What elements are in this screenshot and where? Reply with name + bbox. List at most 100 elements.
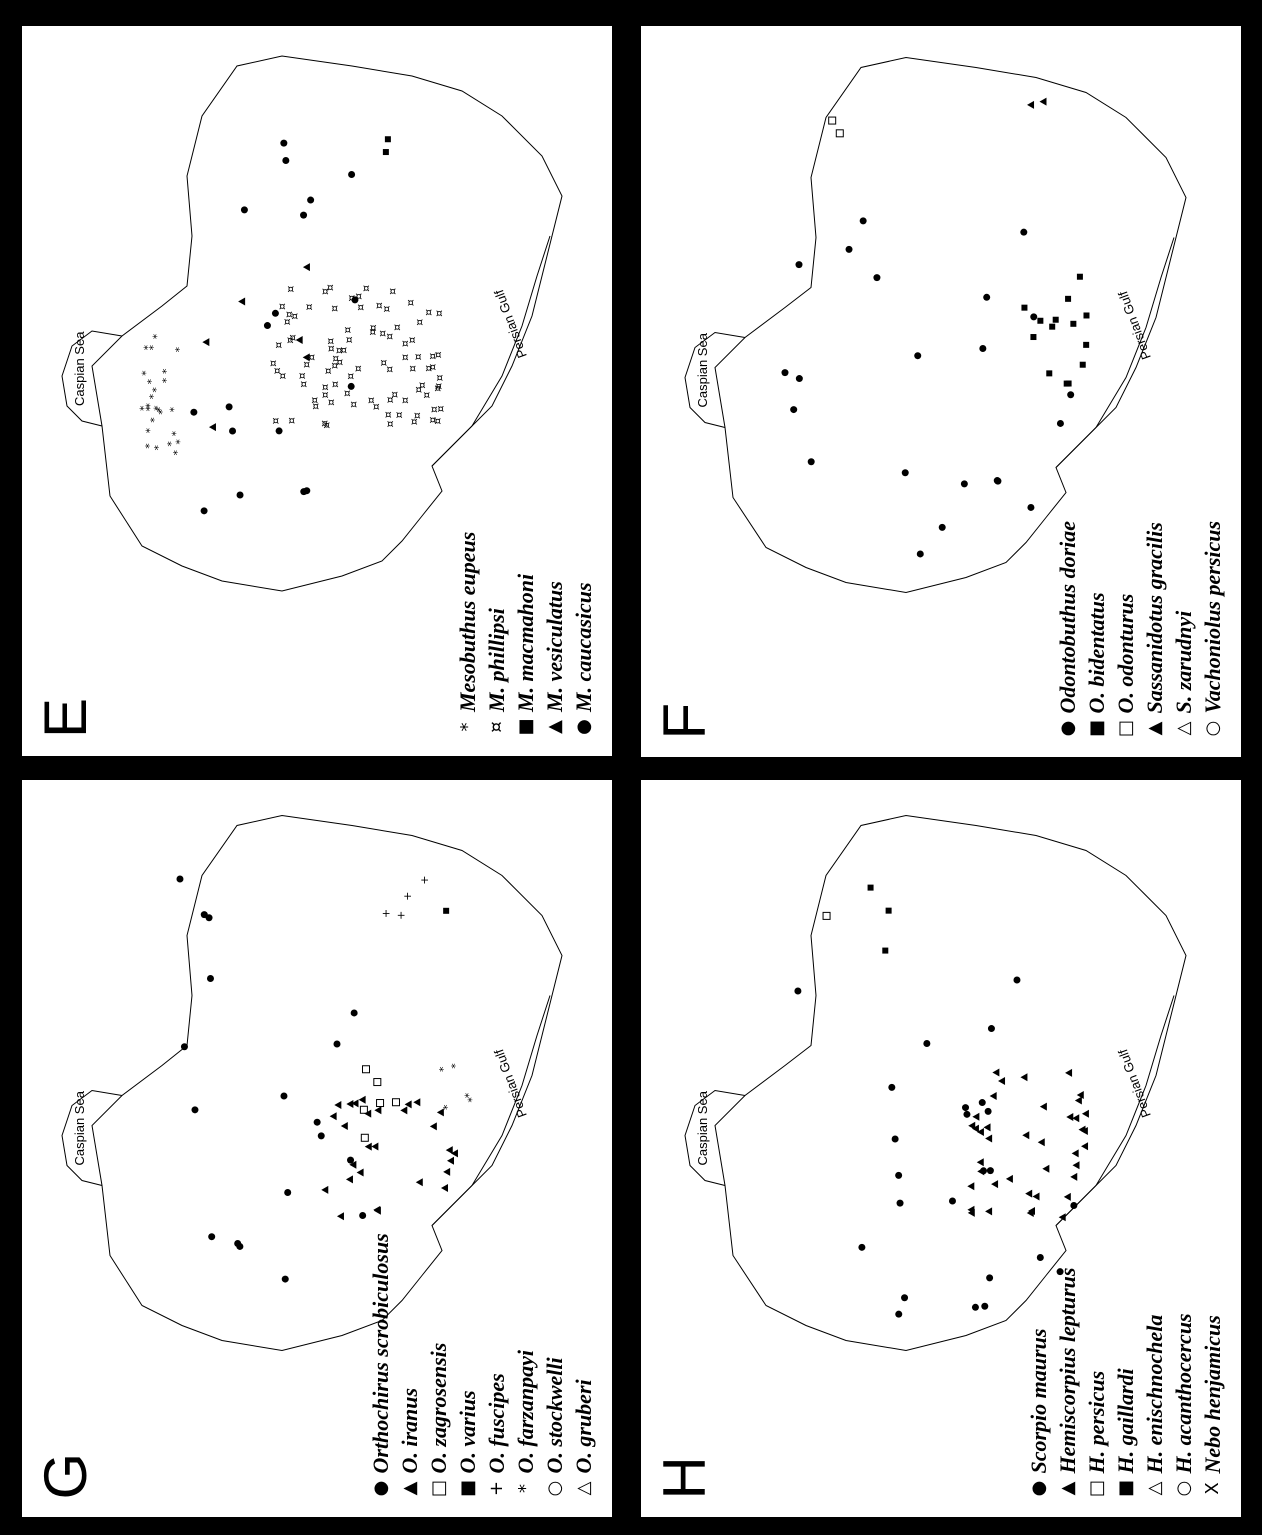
occurrence-marker: [307, 196, 315, 204]
occurrence-marker: ¤: [391, 324, 404, 331]
occurrence-marker: [1025, 1189, 1033, 1198]
species-name: Orthochirus scrobiculosus: [367, 1232, 393, 1473]
occurrence-marker: ¤: [412, 353, 425, 360]
occurrence-marker: [441, 1183, 449, 1192]
occurrence-marker: [234, 1239, 242, 1247]
occurrence-marker: [334, 1100, 342, 1109]
species-name: O. iranus: [396, 1387, 422, 1473]
occurrence-marker: [984, 1107, 992, 1115]
occurrence-marker: [373, 1205, 381, 1214]
occurrence-marker: *: [463, 1092, 476, 1098]
occurrence-marker: ¤: [388, 391, 401, 398]
legend-item: ■ H. gaillardi: [1111, 1267, 1140, 1499]
occurrence-marker: [345, 1174, 353, 1183]
occurrence-marker: [229, 427, 237, 435]
occurrence-marker: [282, 156, 290, 164]
occurrence-marker: ¤: [270, 367, 283, 374]
occurrence-marker: [1049, 323, 1056, 330]
occurrence-marker: [359, 1105, 368, 1114]
species-name: S. zarudnyi: [1170, 610, 1196, 713]
occurrence-marker: [998, 1076, 1006, 1085]
legend-item: * Mesobuthus eupeus: [453, 532, 482, 738]
occurrence-marker: [1030, 333, 1037, 340]
species-name: O. odonturus: [1112, 593, 1138, 713]
occurrence-marker: [960, 479, 968, 487]
occurrence-marker: [359, 1211, 367, 1219]
occurrence-marker: ¤: [275, 303, 288, 310]
occurrence-marker: [271, 309, 279, 317]
caspian-sea-label: Caspian Sea: [72, 1090, 87, 1165]
occurrence-marker: [1021, 304, 1028, 311]
rotated-content-e: E Caspian Sea Persian Gulf * * * * * * * * * * * * *…: [22, 26, 612, 756]
occurrence-marker: *: [138, 405, 151, 411]
occurrence-marker: ¤: [399, 354, 412, 361]
occurrence-marker: ¤: [325, 345, 338, 352]
map-panel-g: G Caspian Sea Persian Gulf + + + + * * * * * ● Or…: [22, 780, 612, 1517]
legend-item: + O. fuscipes: [482, 1233, 511, 1499]
occurrence-marker: [1042, 1164, 1050, 1173]
species-name: O. gruberi: [570, 1378, 596, 1473]
legend-item: ¤ M. phillipsi: [482, 532, 511, 738]
occurrence-marker: [845, 245, 853, 253]
occurrence-marker: [1046, 369, 1053, 376]
occurrence-marker: [1027, 503, 1035, 511]
occurrence-marker: +: [418, 875, 431, 884]
occurrence-marker: ¤: [324, 284, 337, 291]
occurrence-marker: ¤: [431, 385, 444, 392]
legend-symbol: ○: [544, 1480, 565, 1496]
occurrence-marker: *: [466, 1096, 479, 1102]
occurrence-marker: [300, 211, 308, 219]
occurrence-marker: ¤: [281, 318, 294, 325]
occurrence-marker: ¤: [286, 334, 299, 341]
occurrence-marker: [400, 1105, 408, 1114]
occurrence-marker: *: [148, 417, 161, 423]
caspian-sea-label: Caspian Sea: [695, 1090, 710, 1165]
occurrence-marker: ¤: [333, 359, 346, 366]
occurrence-marker: *: [173, 439, 186, 445]
legend-symbol: ▲: [1057, 1481, 1078, 1495]
occurrence-marker: *: [147, 344, 160, 350]
occurrence-marker: [302, 353, 310, 362]
occurrence-marker: [1020, 1072, 1028, 1081]
occurrence-marker: ¤: [376, 330, 389, 337]
occurrence-marker: [790, 405, 798, 413]
occurrence-marker: [445, 1145, 453, 1154]
occurrence-marker: ¤: [373, 302, 386, 309]
occurrence-marker: ¤: [399, 397, 412, 404]
occurrence-marker: *: [168, 406, 181, 412]
occurrence-marker: ¤: [318, 420, 331, 427]
occurrence-marker: [1039, 97, 1047, 106]
occurrence-marker: *: [441, 1104, 454, 1110]
legend-symbol: □: [428, 1479, 449, 1497]
occurrence-marker: [313, 1118, 321, 1126]
occurrence-marker: [351, 1098, 359, 1107]
occurrence-marker: +: [401, 891, 414, 900]
species-name: M. caucasicus: [570, 582, 596, 712]
occurrence-marker: [373, 1077, 382, 1086]
occurrence-marker: ¤: [341, 326, 354, 333]
occurrence-marker: [429, 1121, 437, 1130]
occurrence-marker: [967, 1205, 975, 1214]
occurrence-marker: [1065, 1068, 1073, 1077]
occurrence-marker: [981, 1302, 989, 1310]
occurrence-marker: [873, 273, 881, 281]
gulf-coast: [1055, 994, 1175, 1226]
occurrence-marker: ¤: [342, 336, 355, 343]
occurrence-marker: *: [449, 1062, 462, 1068]
legend-item: ▲ Sassanidotus gracilis: [1140, 520, 1169, 739]
species-name: O. bidentatus: [1083, 591, 1109, 713]
caspian-sea-label: Caspian Sea: [695, 332, 710, 407]
occurrence-marker: [1076, 1090, 1084, 1099]
occurrence-marker: [1026, 1208, 1034, 1217]
occurrence-marker: [374, 1105, 382, 1114]
occurrence-marker: [807, 457, 815, 465]
occurrence-marker: ¤: [386, 288, 399, 295]
occurrence-marker: *: [139, 370, 152, 376]
legend-e: * Mesobuthus eupeus ¤ M. phillipsi ■ M. mac…: [453, 532, 598, 738]
occurrence-marker: ¤: [272, 342, 285, 349]
map-panel-f: F Caspian Sea Persian Gulf ● Odontobuthus…: [641, 26, 1241, 757]
occurrence-marker: [1074, 1096, 1082, 1105]
occurrence-marker: [340, 1121, 348, 1130]
occurrence-marker: [364, 1142, 372, 1151]
occurrence-marker: [938, 523, 946, 531]
